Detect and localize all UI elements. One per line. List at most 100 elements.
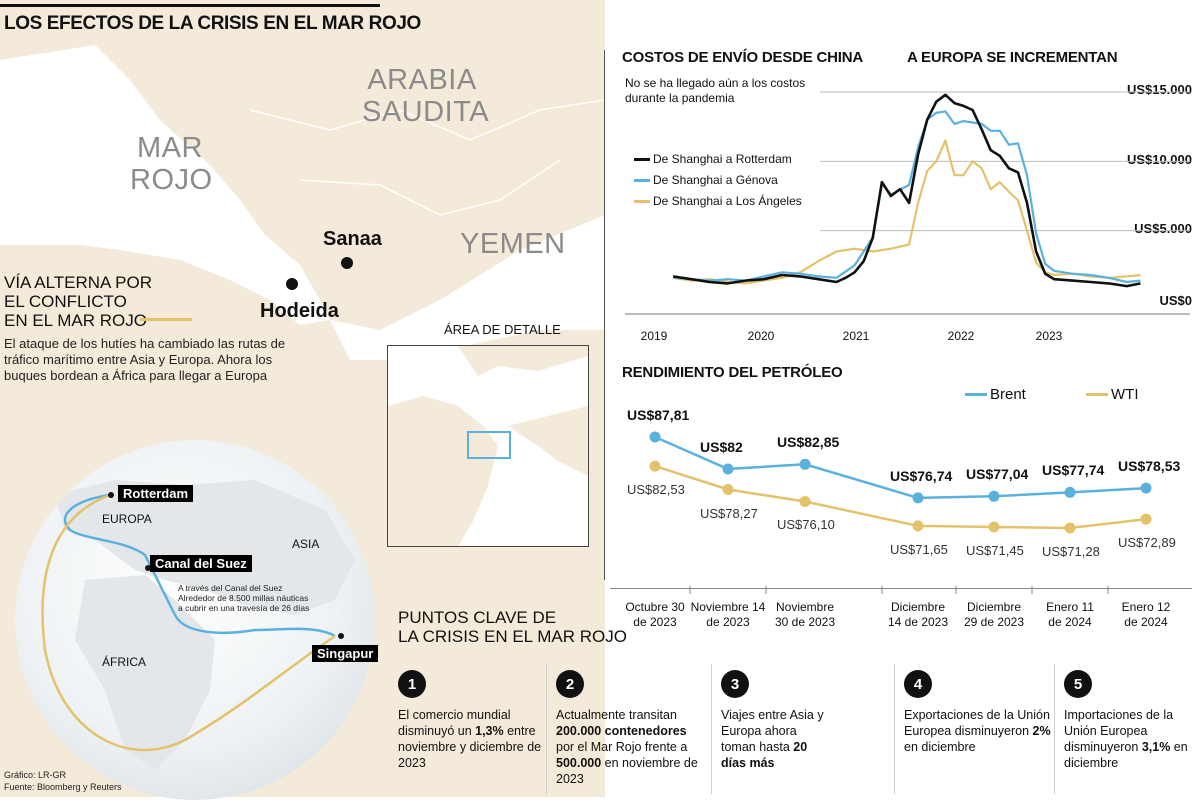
key-point-text-part: Importaciones de la Unión Europea dismin…	[1064, 708, 1174, 754]
key-point-highlight: 2%	[1032, 724, 1051, 738]
series-line-los-angeles	[672, 139, 1141, 285]
oil-date-label: Noviembre 30 de 2023	[774, 600, 836, 629]
shipping-chart-title-2: A EUROPA SE INCREMENTAN	[907, 49, 1118, 66]
key-point-text-part: en diciembre	[1064, 740, 1188, 770]
inset-focus-rect	[467, 431, 511, 459]
brent-point	[1064, 486, 1076, 498]
key-point-divider	[1054, 664, 1055, 794]
region-label-mar-rojo: MAR ROJO	[130, 132, 213, 196]
red-sea-water	[0, 45, 330, 325]
singapur-tag: Singapur	[312, 645, 379, 662]
brent-value-label: US$77,74	[1042, 462, 1105, 479]
legend-swatch-rotterdam	[634, 157, 650, 161]
legend-label-wti: WTI	[1111, 386, 1139, 403]
key-point-text-part: en diciembre	[904, 740, 976, 754]
key-point-number: 5	[1064, 670, 1092, 698]
wti-point	[1140, 513, 1152, 525]
key-point-text: Importaciones de la Unión Europea dismin…	[1064, 707, 1199, 771]
route-description: El ataque de los hutíes ha cambiado las …	[4, 336, 286, 383]
region-label-arabia: ARABIA SAUDITA	[362, 64, 490, 128]
key-point-text: Exportaciones de la Unión Europea dismin…	[904, 707, 1054, 755]
vertical-divider	[604, 50, 605, 580]
wti-point	[799, 496, 811, 507]
y-tick-label: US$15.000	[1126, 82, 1192, 97]
inset-landmass	[388, 396, 498, 546]
brent-value-label: US$82,85	[777, 434, 840, 451]
oil-chart-title: RENDIMIENTO DEL PETRÓLEO	[622, 364, 843, 381]
key-point-divider	[711, 664, 712, 794]
brent-point	[649, 431, 661, 443]
legend-label-genova: De Shanghai a Génova	[653, 173, 778, 187]
wti-point	[912, 520, 924, 532]
suez-marker	[145, 565, 151, 571]
africa-label: ÁFRICA	[102, 655, 147, 669]
legend-label-brent: Brent	[990, 386, 1026, 403]
page-title: LOS EFECTOS DE LA CRISIS EN EL MAR ROJO	[4, 13, 421, 34]
key-point-highlight: 200.000 contenedores	[556, 724, 687, 738]
africa-landmass	[75, 575, 215, 770]
border-line	[249, 99, 605, 141]
oil-date-label: Diciembre 14 de 2023	[887, 600, 949, 629]
key-point-text-part: en noviembre de 2023	[556, 756, 698, 786]
route-swatch	[140, 318, 192, 321]
source-credit-data: Fuente: Bloomberg y Reuters	[4, 782, 122, 792]
key-point-text-part: Viajes entre Asia y Europa ahora toman h…	[721, 708, 824, 754]
key-point-number: 2	[556, 670, 584, 698]
key-point-text: Actualmente transitan 200.000 contenedor…	[556, 707, 706, 787]
red-sea-map	[0, 45, 605, 360]
key-point-text-part: Actualmente transitan	[556, 708, 677, 722]
legend-label-rotterdam: De Shanghai a Rotterdam	[653, 152, 792, 166]
legend-wti: WTI	[1086, 386, 1139, 403]
wti-value-label: US$82,53	[627, 482, 685, 498]
wti-value-label: US$71,45	[966, 543, 1024, 559]
legend-swatch-wti	[1086, 393, 1108, 396]
brent-point	[912, 492, 924, 504]
wti-value-label: US$78,27	[700, 505, 758, 521]
eurasia-landmass	[55, 480, 355, 615]
inset-landmass	[508, 406, 588, 476]
legend-swatch-genova	[634, 178, 650, 182]
oil-date-label: Enero 11 de 2024	[1046, 600, 1094, 629]
brent-value-label: US$77,04	[966, 466, 1029, 483]
africa-route	[41, 493, 336, 752]
wti-value-label: US$72,89	[1118, 535, 1176, 551]
series-line-genova	[673, 110, 1141, 284]
suez-tag: Canal del Suez	[150, 555, 252, 572]
oil-date-label: Diciembre 29 de 2023	[963, 600, 1025, 629]
wti-point	[722, 484, 734, 495]
detail-area-label: ÁREA DE DETALLE	[444, 322, 561, 337]
key-point-highlight: 20 días más	[721, 740, 808, 770]
key-point-highlight: 3,1%	[1141, 740, 1171, 754]
legend-label-los-angeles: De Shanghai a Los Ángeles	[653, 194, 802, 208]
x-tick-label: 2022	[947, 329, 975, 343]
key-points-title: PUNTOS CLAVE DE LA CRISIS EN EL MAR ROJO	[398, 608, 627, 646]
wti-value-label: US$71,28	[1042, 543, 1100, 559]
key-point-divider	[894, 664, 895, 794]
key-point-text-part: por el Mar Rojo frente a	[556, 740, 688, 754]
key-point-number: 3	[721, 670, 749, 698]
inset-world-map	[388, 346, 588, 546]
key-point-highlight: 1,3%	[475, 724, 504, 738]
asia-label: ASIA	[292, 537, 320, 551]
brent-value-label: US$76,74	[890, 467, 953, 484]
globe	[15, 440, 375, 800]
route-title: VÍA ALTERNA POR EL CONFLICTO EN EL MAR R…	[4, 273, 153, 330]
hodeida-marker	[286, 278, 298, 290]
wti-value-label: US$71,65	[890, 541, 948, 557]
series-line-rotterdam	[672, 93, 1141, 288]
key-point-number: 1	[398, 670, 426, 698]
europa-label: EUROPA	[102, 512, 152, 526]
key-point-text: El comercio mundial disminuyó un 1,3% en…	[398, 707, 543, 771]
suez-note: A través del Canal del Suez Alrededor de…	[178, 583, 310, 613]
brent-value-label: US$82	[700, 439, 743, 455]
key-point-text-part: El comercio mundial disminuyó un	[398, 708, 511, 738]
legend-genova: De Shanghai a Génova	[634, 173, 778, 187]
brent-point	[1140, 482, 1152, 494]
detail-area-inset	[387, 345, 589, 547]
brent-point	[799, 458, 811, 470]
city-label-hodeida: Hodeida	[260, 300, 339, 322]
y-tick-label: US$5.000	[1134, 221, 1192, 236]
border-line	[299, 159, 561, 216]
shipping-chart-title-1: COSTOS DE ENVÍO DESDE CHINA	[622, 49, 864, 66]
